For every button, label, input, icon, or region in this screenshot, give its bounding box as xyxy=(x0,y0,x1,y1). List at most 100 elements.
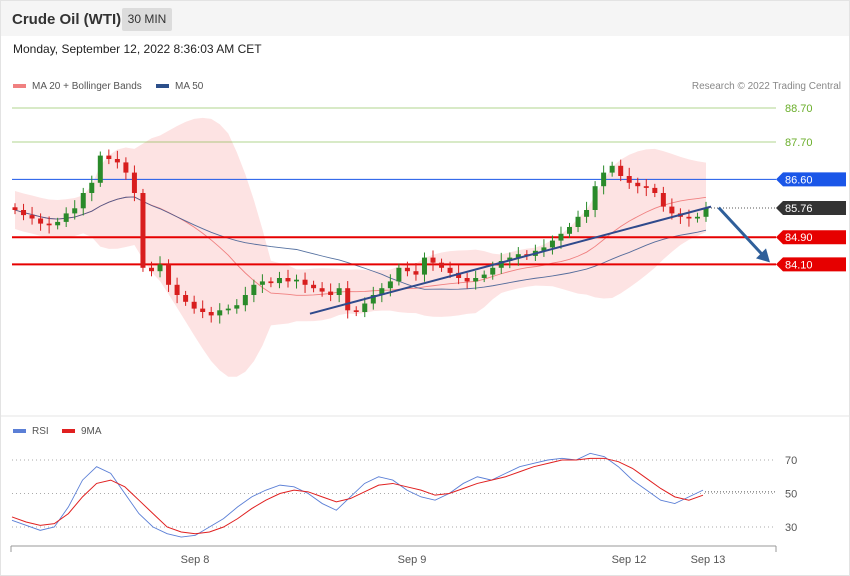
candle-body xyxy=(353,310,359,312)
candle-body xyxy=(259,281,265,285)
candle-body xyxy=(404,267,410,272)
candle-body xyxy=(302,279,308,285)
x-axis-label: Sep 13 xyxy=(691,554,726,566)
candle-body xyxy=(148,267,154,272)
support-label: 84.10 xyxy=(785,259,813,271)
candle-body xyxy=(55,221,61,226)
candle-body xyxy=(242,295,248,306)
candle-body xyxy=(660,193,666,207)
target-label: 87.70 xyxy=(785,137,813,149)
candle-body xyxy=(635,182,641,187)
support-tag xyxy=(776,257,846,272)
candle-body xyxy=(319,288,325,292)
candle-body xyxy=(217,310,223,316)
rsi-line xyxy=(11,452,704,538)
candle-body xyxy=(234,305,240,309)
candle-body xyxy=(183,295,189,302)
candle-body xyxy=(379,288,385,295)
legend-ma50-label: MA 50 xyxy=(175,81,204,92)
chart-header: Crude Oil (WTI) 30 MIN xyxy=(1,1,849,36)
ma9-swatch xyxy=(62,429,75,434)
candle-body xyxy=(439,262,445,268)
candle-body xyxy=(336,288,342,295)
rsi-level-label: 50 xyxy=(785,489,797,501)
candle-body xyxy=(46,223,52,226)
ma50-line xyxy=(14,196,707,290)
candle-body xyxy=(345,288,351,311)
candle-body xyxy=(294,279,300,282)
candle-body xyxy=(558,233,564,241)
resistance-label: 86.60 xyxy=(785,174,813,186)
candle-body xyxy=(626,176,632,183)
candle-body xyxy=(72,208,78,214)
candle-body xyxy=(652,187,658,193)
candle-body xyxy=(456,272,462,278)
candle-body xyxy=(601,172,607,187)
candle-body xyxy=(549,240,555,248)
candle-body xyxy=(191,301,197,309)
candle-body xyxy=(430,257,436,263)
candle-body xyxy=(481,274,487,278)
support-tag xyxy=(776,230,846,245)
target-label: 88.70 xyxy=(785,103,813,115)
candle-body xyxy=(464,278,470,282)
candle-body xyxy=(38,218,44,224)
candle-body xyxy=(421,257,427,275)
candle-body xyxy=(703,207,709,217)
candle-body xyxy=(694,216,700,219)
rsi-level-label: 30 xyxy=(785,522,797,534)
legend-9ma-label: 9MA xyxy=(81,426,102,437)
level-target-0: 88.70 xyxy=(12,103,813,115)
level-resistance-2: 86.60 xyxy=(12,172,846,187)
instrument-title: Crude Oil (WTI) xyxy=(12,11,122,28)
candle-body xyxy=(567,227,573,234)
candle-body xyxy=(29,215,35,219)
candle-body xyxy=(447,267,453,273)
candles xyxy=(12,149,709,324)
candle-body xyxy=(396,267,402,282)
candle-body xyxy=(490,267,496,275)
candle-body xyxy=(618,165,624,176)
x-axis-label: Sep 8 xyxy=(181,554,210,566)
candle-body xyxy=(387,281,393,289)
candle-body xyxy=(541,247,547,251)
rsi-ma-line xyxy=(11,457,704,535)
candle-body xyxy=(80,193,86,209)
candle-body xyxy=(166,264,172,285)
candle-body xyxy=(225,308,231,311)
candle-body xyxy=(131,172,137,193)
candle-body xyxy=(268,281,274,284)
support-label: 84.90 xyxy=(785,232,813,244)
candle-body xyxy=(106,155,112,159)
candle-body xyxy=(285,278,291,282)
legend-rsi: RSI xyxy=(13,426,49,437)
legend-ma20: MA 20 + Bollinger Bands xyxy=(13,81,142,92)
candle-body xyxy=(140,193,146,268)
level-support-4: 84.90 xyxy=(12,230,846,245)
ma20-swatch xyxy=(13,84,26,89)
credit-text: Research © 2022 Trading Central xyxy=(691,81,841,92)
timestamp: Monday, September 12, 2022 8:36:03 AM CE… xyxy=(13,42,262,56)
ma50-swatch xyxy=(156,84,169,89)
candle-body xyxy=(498,261,504,268)
candle-body xyxy=(157,264,163,272)
candle-body xyxy=(584,210,590,217)
candle-body xyxy=(643,186,649,188)
trendline xyxy=(309,205,712,315)
level-support-5: 84.10 xyxy=(12,257,846,272)
resistance-tag xyxy=(776,172,846,187)
candle-body xyxy=(575,216,581,227)
last-price-label: 85.76 xyxy=(785,203,813,215)
timeframe-badge[interactable]: 30 MIN xyxy=(122,8,172,31)
rsi-swatch xyxy=(13,429,26,434)
candle-body xyxy=(12,207,18,210)
candle-body xyxy=(251,284,257,295)
x-axis-label: Sep 9 xyxy=(398,554,427,566)
level-target-1: 87.70 xyxy=(12,137,813,149)
candle-body xyxy=(362,303,368,312)
legend-ma20-label: MA 20 + Bollinger Bands xyxy=(32,81,142,92)
candle-body xyxy=(89,182,95,193)
candle-body xyxy=(123,162,129,173)
rsi-level-label: 70 xyxy=(785,455,797,467)
